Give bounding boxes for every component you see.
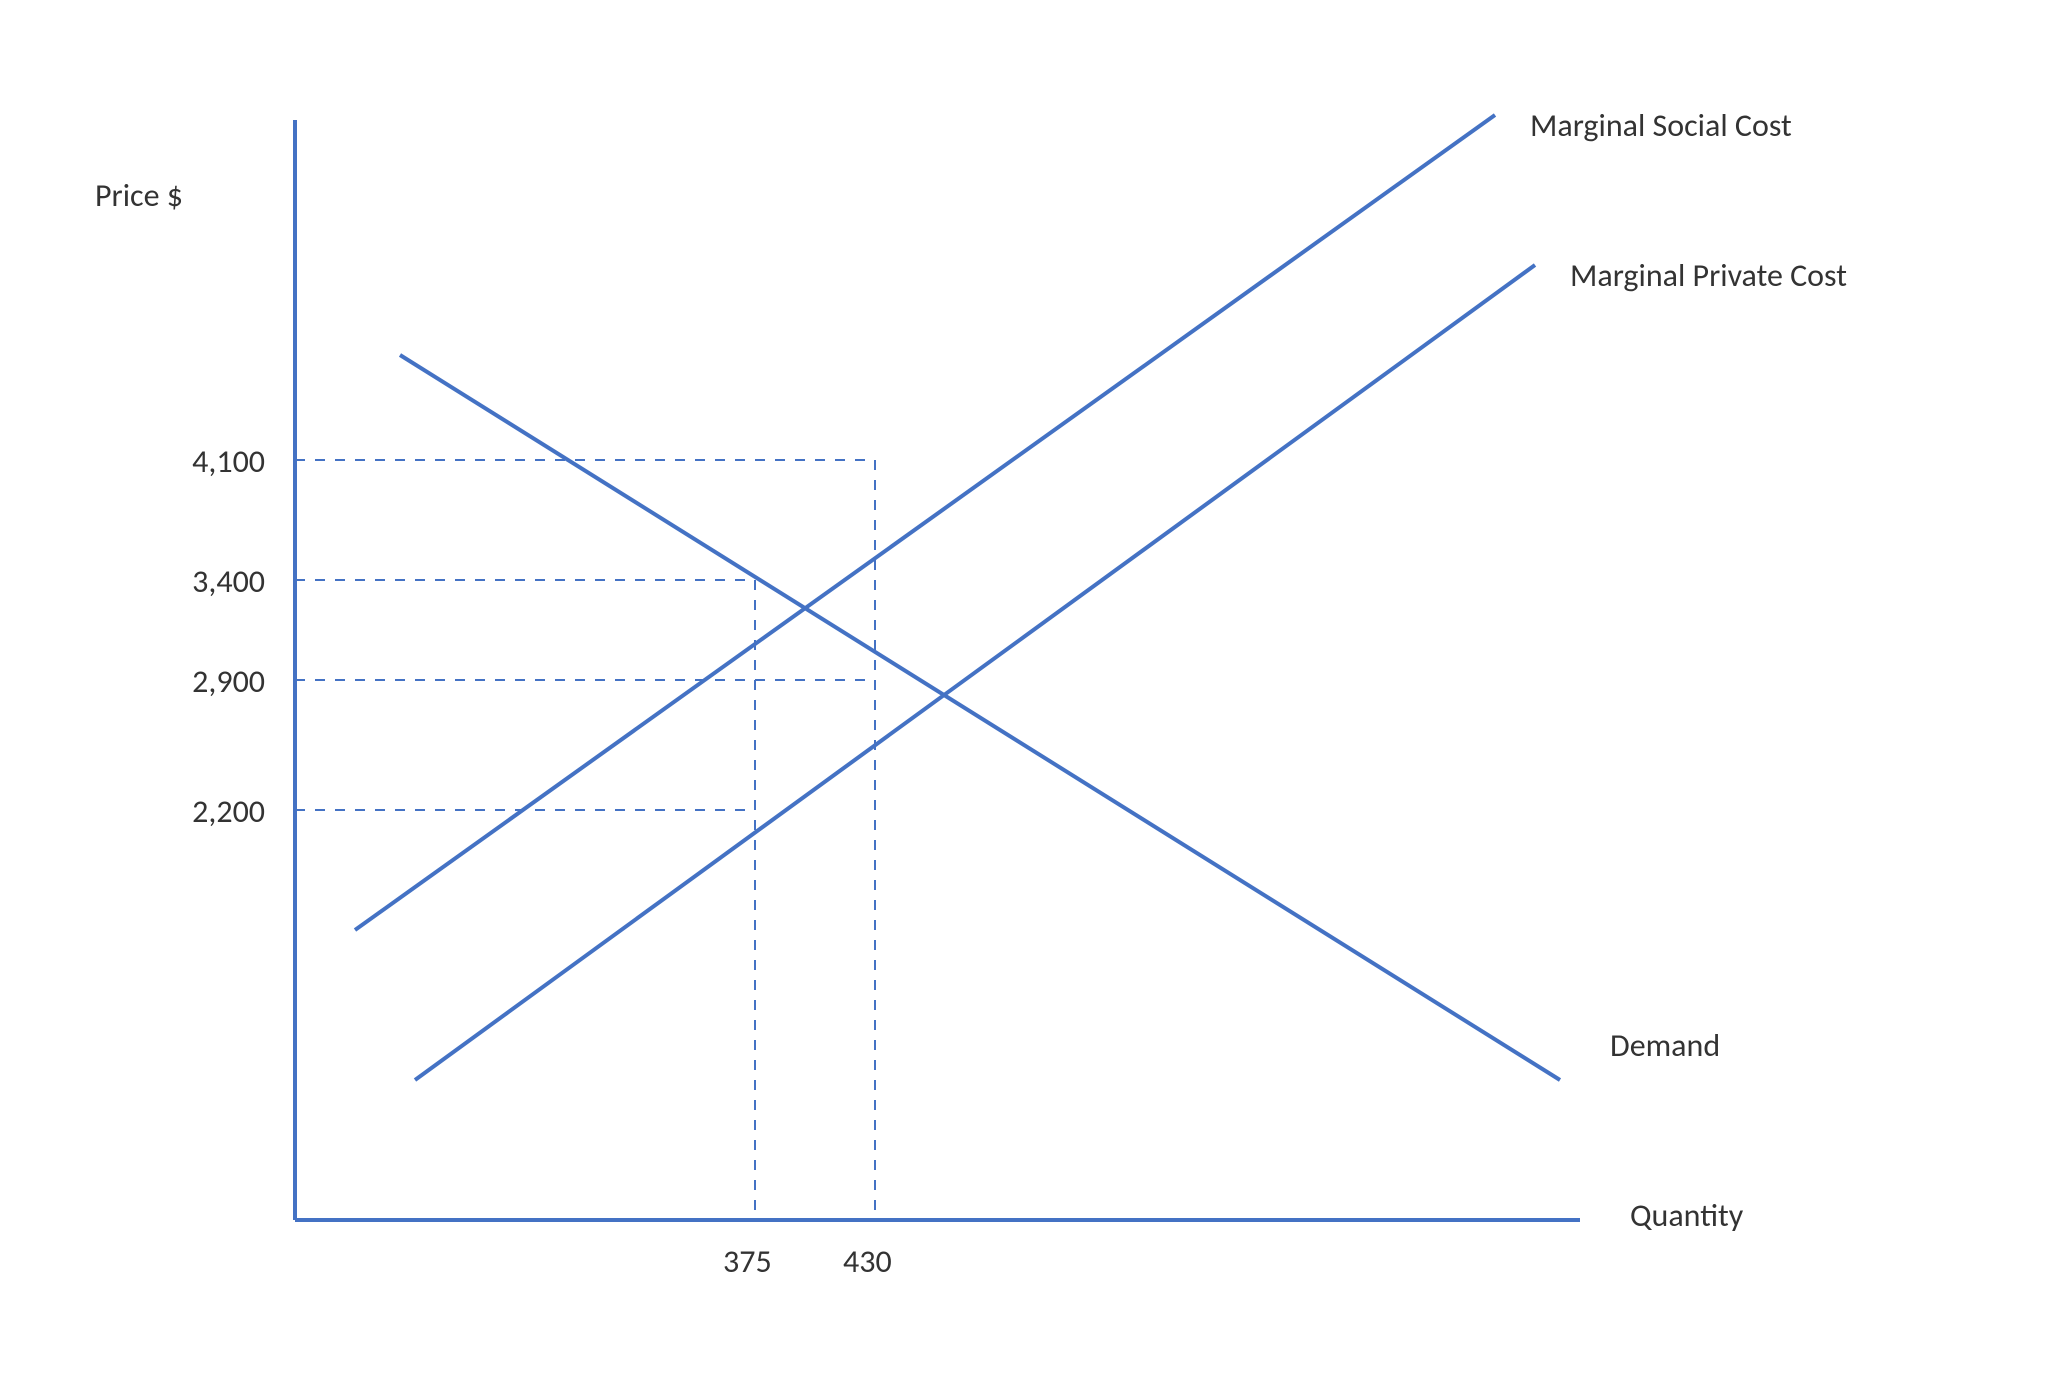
mpc-label: Marginal Private Cost [1570, 256, 1847, 295]
y-tick-0: 4,100 [192, 442, 265, 481]
economics-chart: Price $ Quantity 4,100 3,400 2,900 2,200… [0, 0, 2046, 1400]
y-axis-label: Price $ [95, 176, 183, 215]
y-tick-1: 3,400 [192, 562, 265, 601]
chart-svg [0, 0, 2046, 1400]
y-tick-2: 2,900 [192, 662, 265, 701]
x-tick-1: 430 [843, 1242, 892, 1281]
y-tick-3: 2,200 [192, 792, 265, 831]
x-axis-label: Quantity [1630, 1196, 1743, 1235]
msc-label: Marginal Social Cost [1530, 106, 1792, 145]
demand-label: Demand [1610, 1026, 1720, 1065]
x-tick-0: 375 [723, 1242, 772, 1281]
